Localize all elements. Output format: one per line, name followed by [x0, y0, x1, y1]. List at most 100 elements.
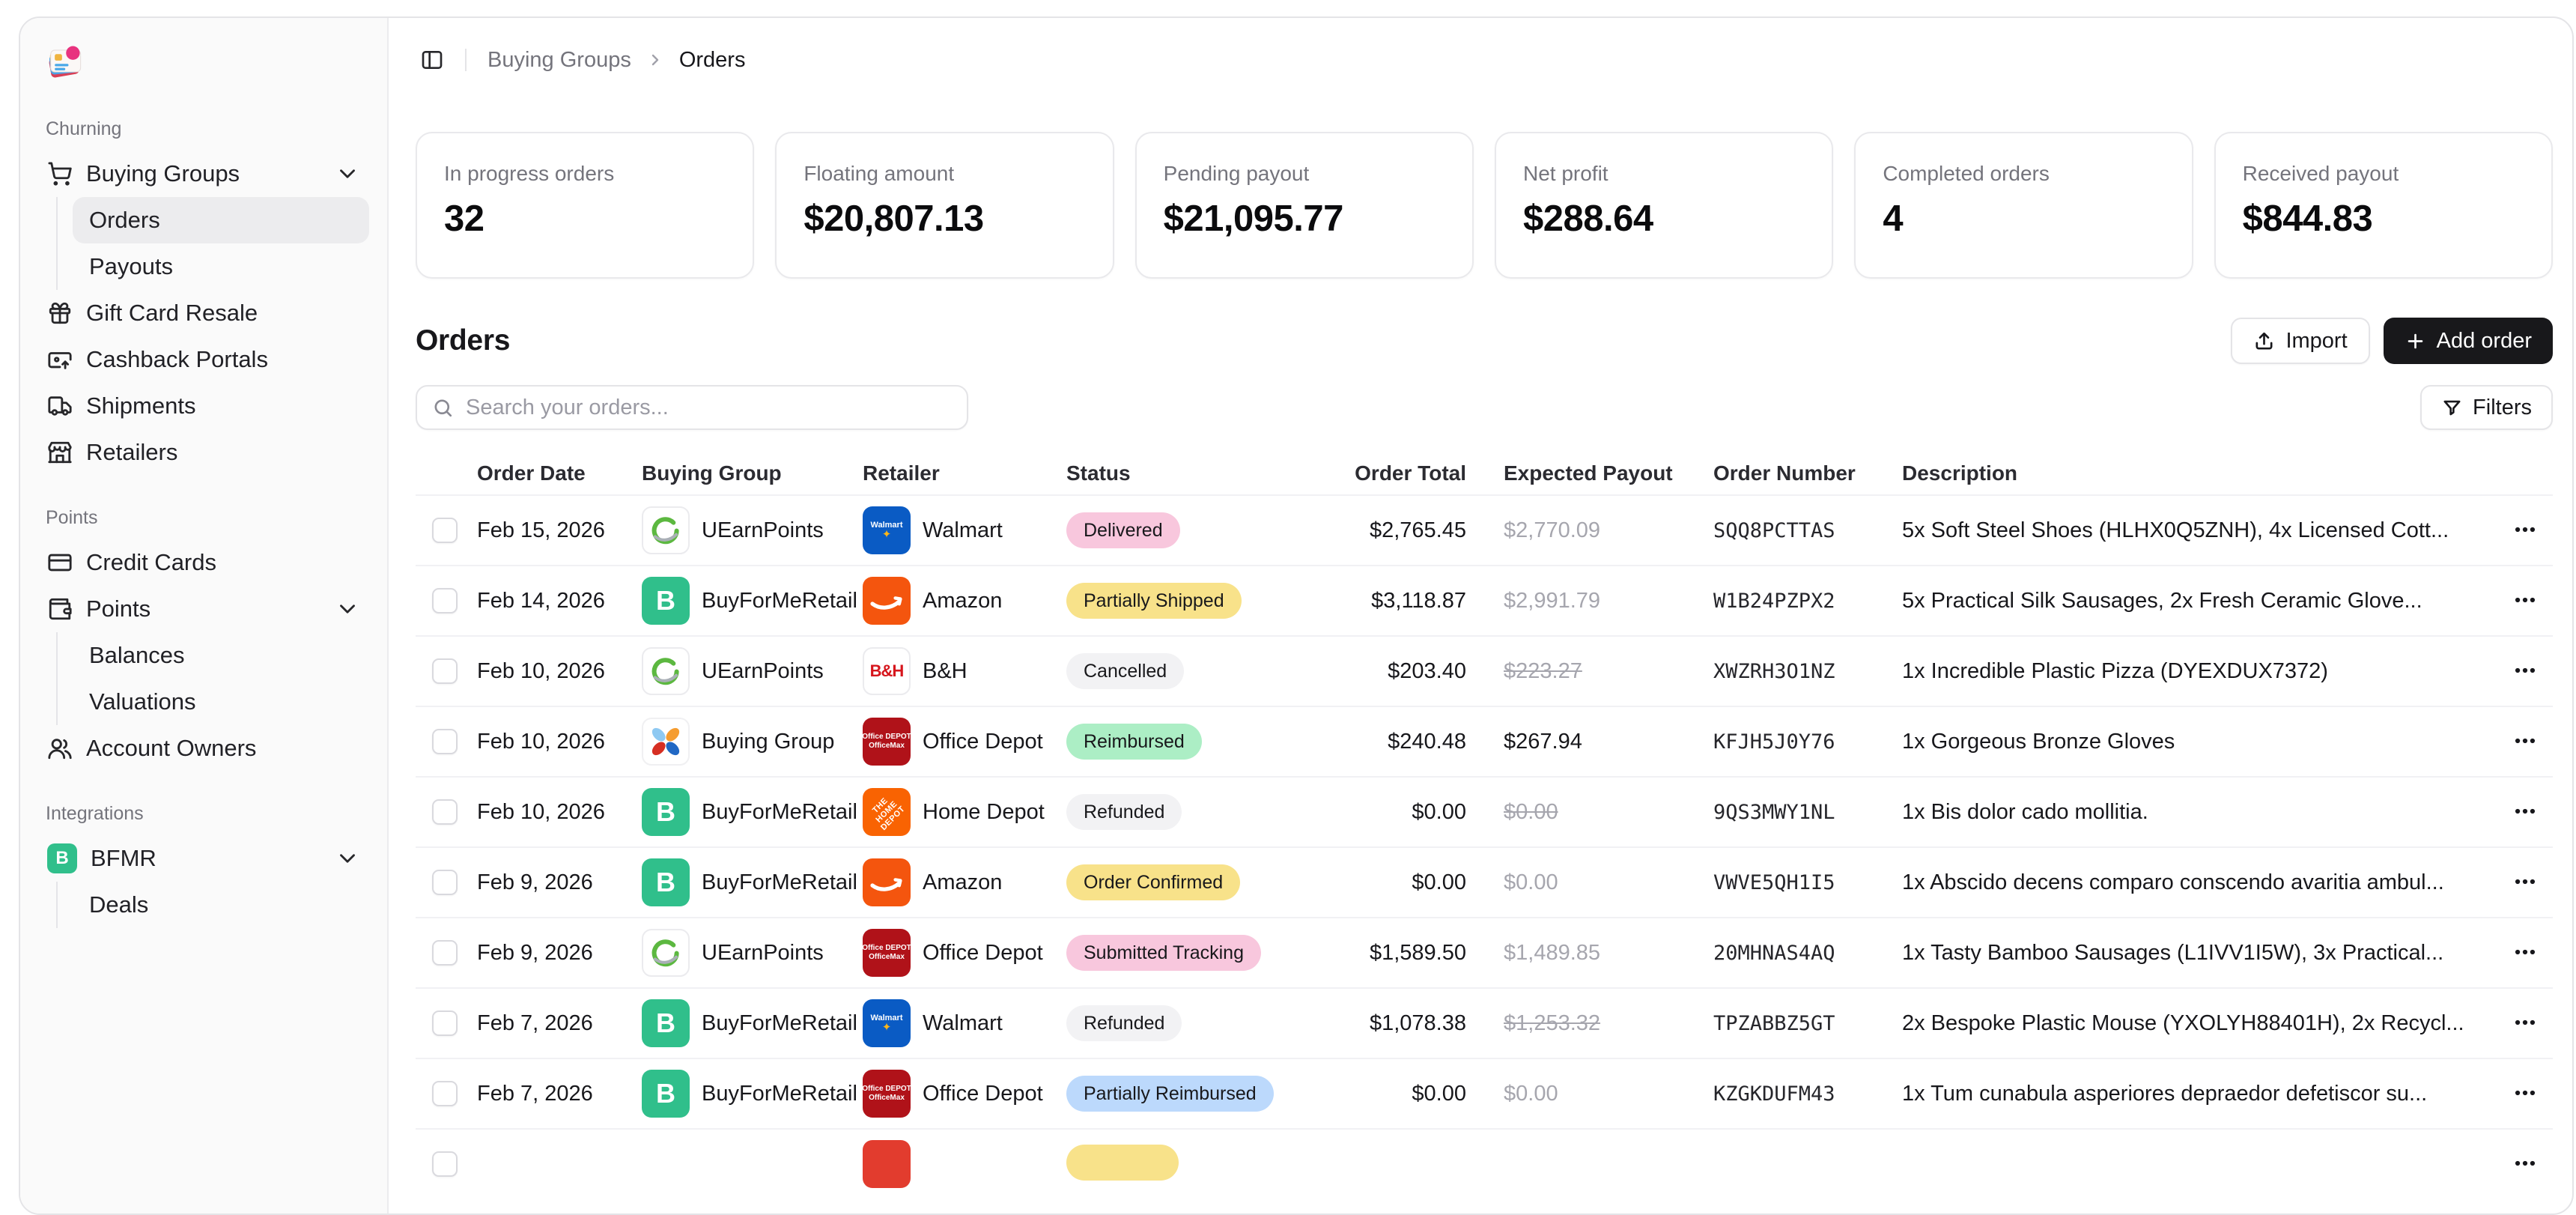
store-icon: [48, 441, 72, 464]
row-checkbox[interactable]: [432, 588, 458, 613]
sidebar-item-points[interactable]: Points: [38, 586, 369, 632]
row-checkbox[interactable]: [432, 940, 458, 966]
buying-group-name: Buying Group: [702, 729, 835, 754]
buying-group-name: UEarnPoints: [702, 518, 824, 542]
col-expected-payout: Expected Payout: [1504, 461, 1673, 485]
sidebar-item-label: Cashback Portals: [86, 346, 268, 372]
status-cell: Partially Shipped: [1066, 583, 1352, 619]
row-menu-button[interactable]: [2508, 935, 2542, 972]
sidebar-item-retailers[interactable]: Retailers: [38, 429, 369, 476]
buying-group-cell: B BuyForMeRetail: [642, 577, 863, 625]
sidebar-toggle-button[interactable]: [416, 43, 449, 76]
sidebar-item-label: Account Owners: [86, 735, 257, 761]
table-row[interactable]: Feb 10, 2026 B BuyForMeRetail THE HOME D…: [416, 776, 2553, 846]
row-menu-button[interactable]: [2508, 1146, 2542, 1183]
upload-icon: [2255, 332, 2273, 349]
retailer-logo-icon: Office DEPOT OfficeMax: [863, 1070, 911, 1118]
sidebar-item-shipments[interactable]: Shipments: [38, 383, 369, 429]
credit-card-icon: [48, 554, 72, 572]
breadcrumb-parent[interactable]: Buying Groups: [487, 47, 631, 72]
sidebar-item-bfmr[interactable]: B BFMR: [38, 835, 369, 882]
order-total-cell: $0.00: [1412, 870, 1466, 894]
table-row[interactable]: Feb 7, 2026 B BuyForMeRetail Office DEPO…: [416, 1058, 2553, 1128]
table-row[interactable]: Feb 14, 2026 B BuyForMeRetail Amazon Par…: [416, 565, 2553, 635]
buying-group-name: UEarnPoints: [702, 940, 824, 965]
table-header-row: Order Date Buying Group Retailer Status …: [416, 452, 2553, 494]
bfmr-logo-icon: B: [47, 843, 77, 873]
status-badge: Delivered: [1066, 512, 1180, 548]
row-checkbox[interactable]: [432, 518, 458, 543]
row-checkbox[interactable]: [432, 729, 458, 754]
table-row[interactable]: Feb 7, 2026 B BuyForMeRetail Walmart ✦ Wa…: [416, 987, 2553, 1058]
expected-payout-cell: $2,991.79: [1504, 588, 1601, 613]
order-date-cell: Feb 15, 2026: [477, 518, 605, 542]
table-row[interactable]: Feb 10, 2026 UEarnPoints B&H B&H Cancell…: [416, 635, 2553, 706]
sidebar-item-buying-groups[interactable]: Buying Groups: [38, 151, 369, 197]
import-button[interactable]: Import: [2231, 318, 2370, 364]
row-menu-button[interactable]: [2508, 653, 2542, 690]
status-badge: [1066, 1144, 1179, 1181]
order-number-cell: 9QS3MWY1NL: [1713, 800, 1835, 824]
sidebar-item-gift-card-resale[interactable]: Gift Card Resale: [38, 290, 369, 336]
app-logo[interactable]: [43, 40, 85, 82]
sidebar-item-orders[interactable]: Orders: [73, 197, 369, 243]
retailer-cell: Amazon: [863, 577, 1066, 625]
retailer-cell: [863, 1140, 1066, 1188]
sidebar-section-integrations: Integrations: [46, 803, 144, 824]
status-badge: Submitted Tracking: [1066, 935, 1261, 971]
chevron-right-icon: [651, 54, 659, 66]
buying-group-name: UEarnPoints: [702, 658, 824, 683]
order-number-cell: W1B24PZPX2: [1713, 589, 1835, 613]
more-horizontal-icon: [2515, 738, 2536, 743]
expected-payout-cell: $0.00: [1504, 870, 1558, 894]
table-row[interactable]: Feb 9, 2026 B BuyForMeRetail Amazon Orde…: [416, 846, 2553, 917]
status-cell: Cancelled: [1066, 653, 1352, 689]
status-badge: Order Confirmed: [1066, 864, 1241, 900]
expected-payout-cell: $0.00: [1504, 1081, 1558, 1106]
col-order-total: Order Total: [1355, 461, 1466, 485]
table-row[interactable]: [416, 1128, 2553, 1199]
sidebar-item-credit-cards[interactable]: Credit Cards: [38, 539, 369, 586]
row-checkbox[interactable]: [432, 870, 458, 895]
retailer-logo-icon: THE HOME DEPOT: [863, 788, 911, 836]
order-total-cell: $0.00: [1412, 799, 1466, 824]
row-menu-button[interactable]: [2508, 512, 2542, 549]
row-checkbox[interactable]: [432, 658, 458, 684]
row-checkbox[interactable]: [432, 799, 458, 825]
sidebar-item-balances[interactable]: Balances: [89, 642, 185, 668]
row-checkbox[interactable]: [432, 1011, 458, 1036]
sidebar-item-cashback-portals[interactable]: Cashback Portals: [38, 336, 369, 383]
row-menu-button[interactable]: [2508, 794, 2542, 831]
row-checkbox[interactable]: [432, 1151, 458, 1177]
sidebar-item-deals[interactable]: Deals: [89, 891, 149, 918]
table-row[interactable]: Feb 9, 2026 UEarnPoints Office DEPOT Offi…: [416, 917, 2553, 987]
table-row[interactable]: Feb 10, 2026 Buying Group Office DEPOT Of…: [416, 706, 2553, 776]
row-menu-button[interactable]: [2508, 864, 2542, 901]
search-input[interactable]: [466, 395, 952, 420]
order-date-cell: Feb 9, 2026: [477, 940, 593, 965]
retailer-name: Walmart: [923, 1011, 1003, 1035]
row-menu-button[interactable]: [2508, 583, 2542, 619]
retailer-cell: Walmart ✦ Walmart: [863, 506, 1066, 554]
more-horizontal-icon: [2515, 527, 2536, 532]
status-cell: Order Confirmed: [1066, 864, 1352, 900]
retailer-logo-icon: [863, 1140, 911, 1188]
row-checkbox[interactable]: [432, 1081, 458, 1106]
row-menu-button[interactable]: [2508, 724, 2542, 760]
filters-button[interactable]: Filters: [2420, 385, 2553, 430]
buying-group-cell: [642, 1140, 863, 1188]
buying-group-logo-icon: B: [642, 788, 690, 836]
row-menu-button[interactable]: [2508, 1005, 2542, 1042]
page-title: Orders: [416, 324, 511, 357]
buying-group-name: BuyForMeRetail: [702, 799, 857, 824]
cart-icon: [48, 162, 72, 186]
sidebar-item-payouts[interactable]: Payouts: [89, 253, 174, 279]
sidebar-item-account-owners[interactable]: Account Owners: [38, 725, 369, 772]
buying-group-cell: Buying Group: [642, 718, 863, 766]
retailer-logo-icon: Walmart ✦: [863, 506, 911, 554]
add-order-button[interactable]: Add order: [2383, 318, 2553, 364]
sidebar-item-valuations[interactable]: Valuations: [89, 688, 196, 715]
table-row[interactable]: Feb 15, 2026 UEarnPoints Walmart ✦ Walmar…: [416, 494, 2553, 565]
retailer-cell: Walmart ✦ Walmart: [863, 999, 1066, 1047]
row-menu-button[interactable]: [2508, 1076, 2542, 1112]
